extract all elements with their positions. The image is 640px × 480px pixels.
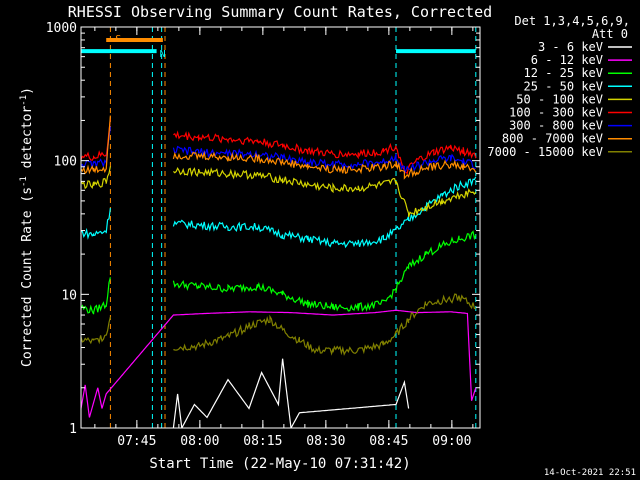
- x-tick-label: 08:30: [306, 434, 345, 449]
- series-line: [81, 230, 477, 315]
- y-axis-label-part: Corrected Count Rate (s: [20, 187, 35, 367]
- legend-label: 100 - 300 keV: [509, 106, 603, 120]
- series-line: [81, 118, 477, 175]
- legend-label: 7000 - 15000 keV: [487, 145, 603, 159]
- legend-header: Att 0: [592, 27, 628, 41]
- plot-frame: [80, 26, 481, 429]
- chart-title: RHESSI Observing Summary Count Rates, Co…: [68, 3, 492, 21]
- y-axis-label-part: ): [20, 87, 35, 95]
- series-line: [81, 309, 477, 418]
- y-tick-label: 10: [61, 288, 77, 303]
- timestamp: 14-Oct-2021 22:51: [544, 468, 636, 478]
- y-axis-label-part: detector: [20, 106, 35, 177]
- legend-label: 12 - 25 keV: [524, 66, 603, 80]
- y-tick-label: 1000: [46, 21, 77, 36]
- y-axis-label-sup: -1: [19, 95, 29, 106]
- series-line: [81, 115, 477, 180]
- x-tick-label: 08:15: [243, 434, 282, 449]
- legend-label: 50 - 100 keV: [516, 92, 603, 106]
- series-line: [81, 176, 477, 249]
- flag-label: S: [115, 34, 121, 45]
- axes: 1 10 100 1000 07:45 08:00 08:15 08:30 08:45 09:00: [46, 21, 481, 449]
- x-tick-label: 08:00: [180, 434, 219, 449]
- x-tick-label: 07:45: [117, 434, 156, 449]
- series-line: [81, 166, 477, 218]
- legend-label: 300 - 800 keV: [509, 119, 603, 133]
- x-tick-label: 09:00: [432, 434, 471, 449]
- x-tick-label: 08:45: [369, 434, 408, 449]
- y-axis-label: Corrected Count Rate (s-1 detector-1): [19, 87, 35, 367]
- y-axis-label-sup: -1: [19, 176, 29, 187]
- x-axis-label: Start Time (22-May-10 07:31:42): [149, 456, 410, 472]
- series-line: [81, 126, 476, 175]
- flag-label: N: [160, 49, 166, 60]
- legend-label: 800 - 7000 keV: [502, 132, 603, 146]
- plot-area: SN: [81, 27, 477, 428]
- y-tick-label: 1: [69, 422, 77, 437]
- legend-header: Det 1,3,4,5,6,9,: [514, 14, 630, 28]
- legend-label: 6 - 12 keV: [531, 53, 603, 67]
- legend-label: 25 - 50 keV: [524, 79, 603, 93]
- series-line: [172, 358, 410, 428]
- series-line: [81, 293, 476, 356]
- legend-label: 3 - 6 keV: [538, 40, 603, 54]
- y-tick-label: 100: [54, 155, 77, 170]
